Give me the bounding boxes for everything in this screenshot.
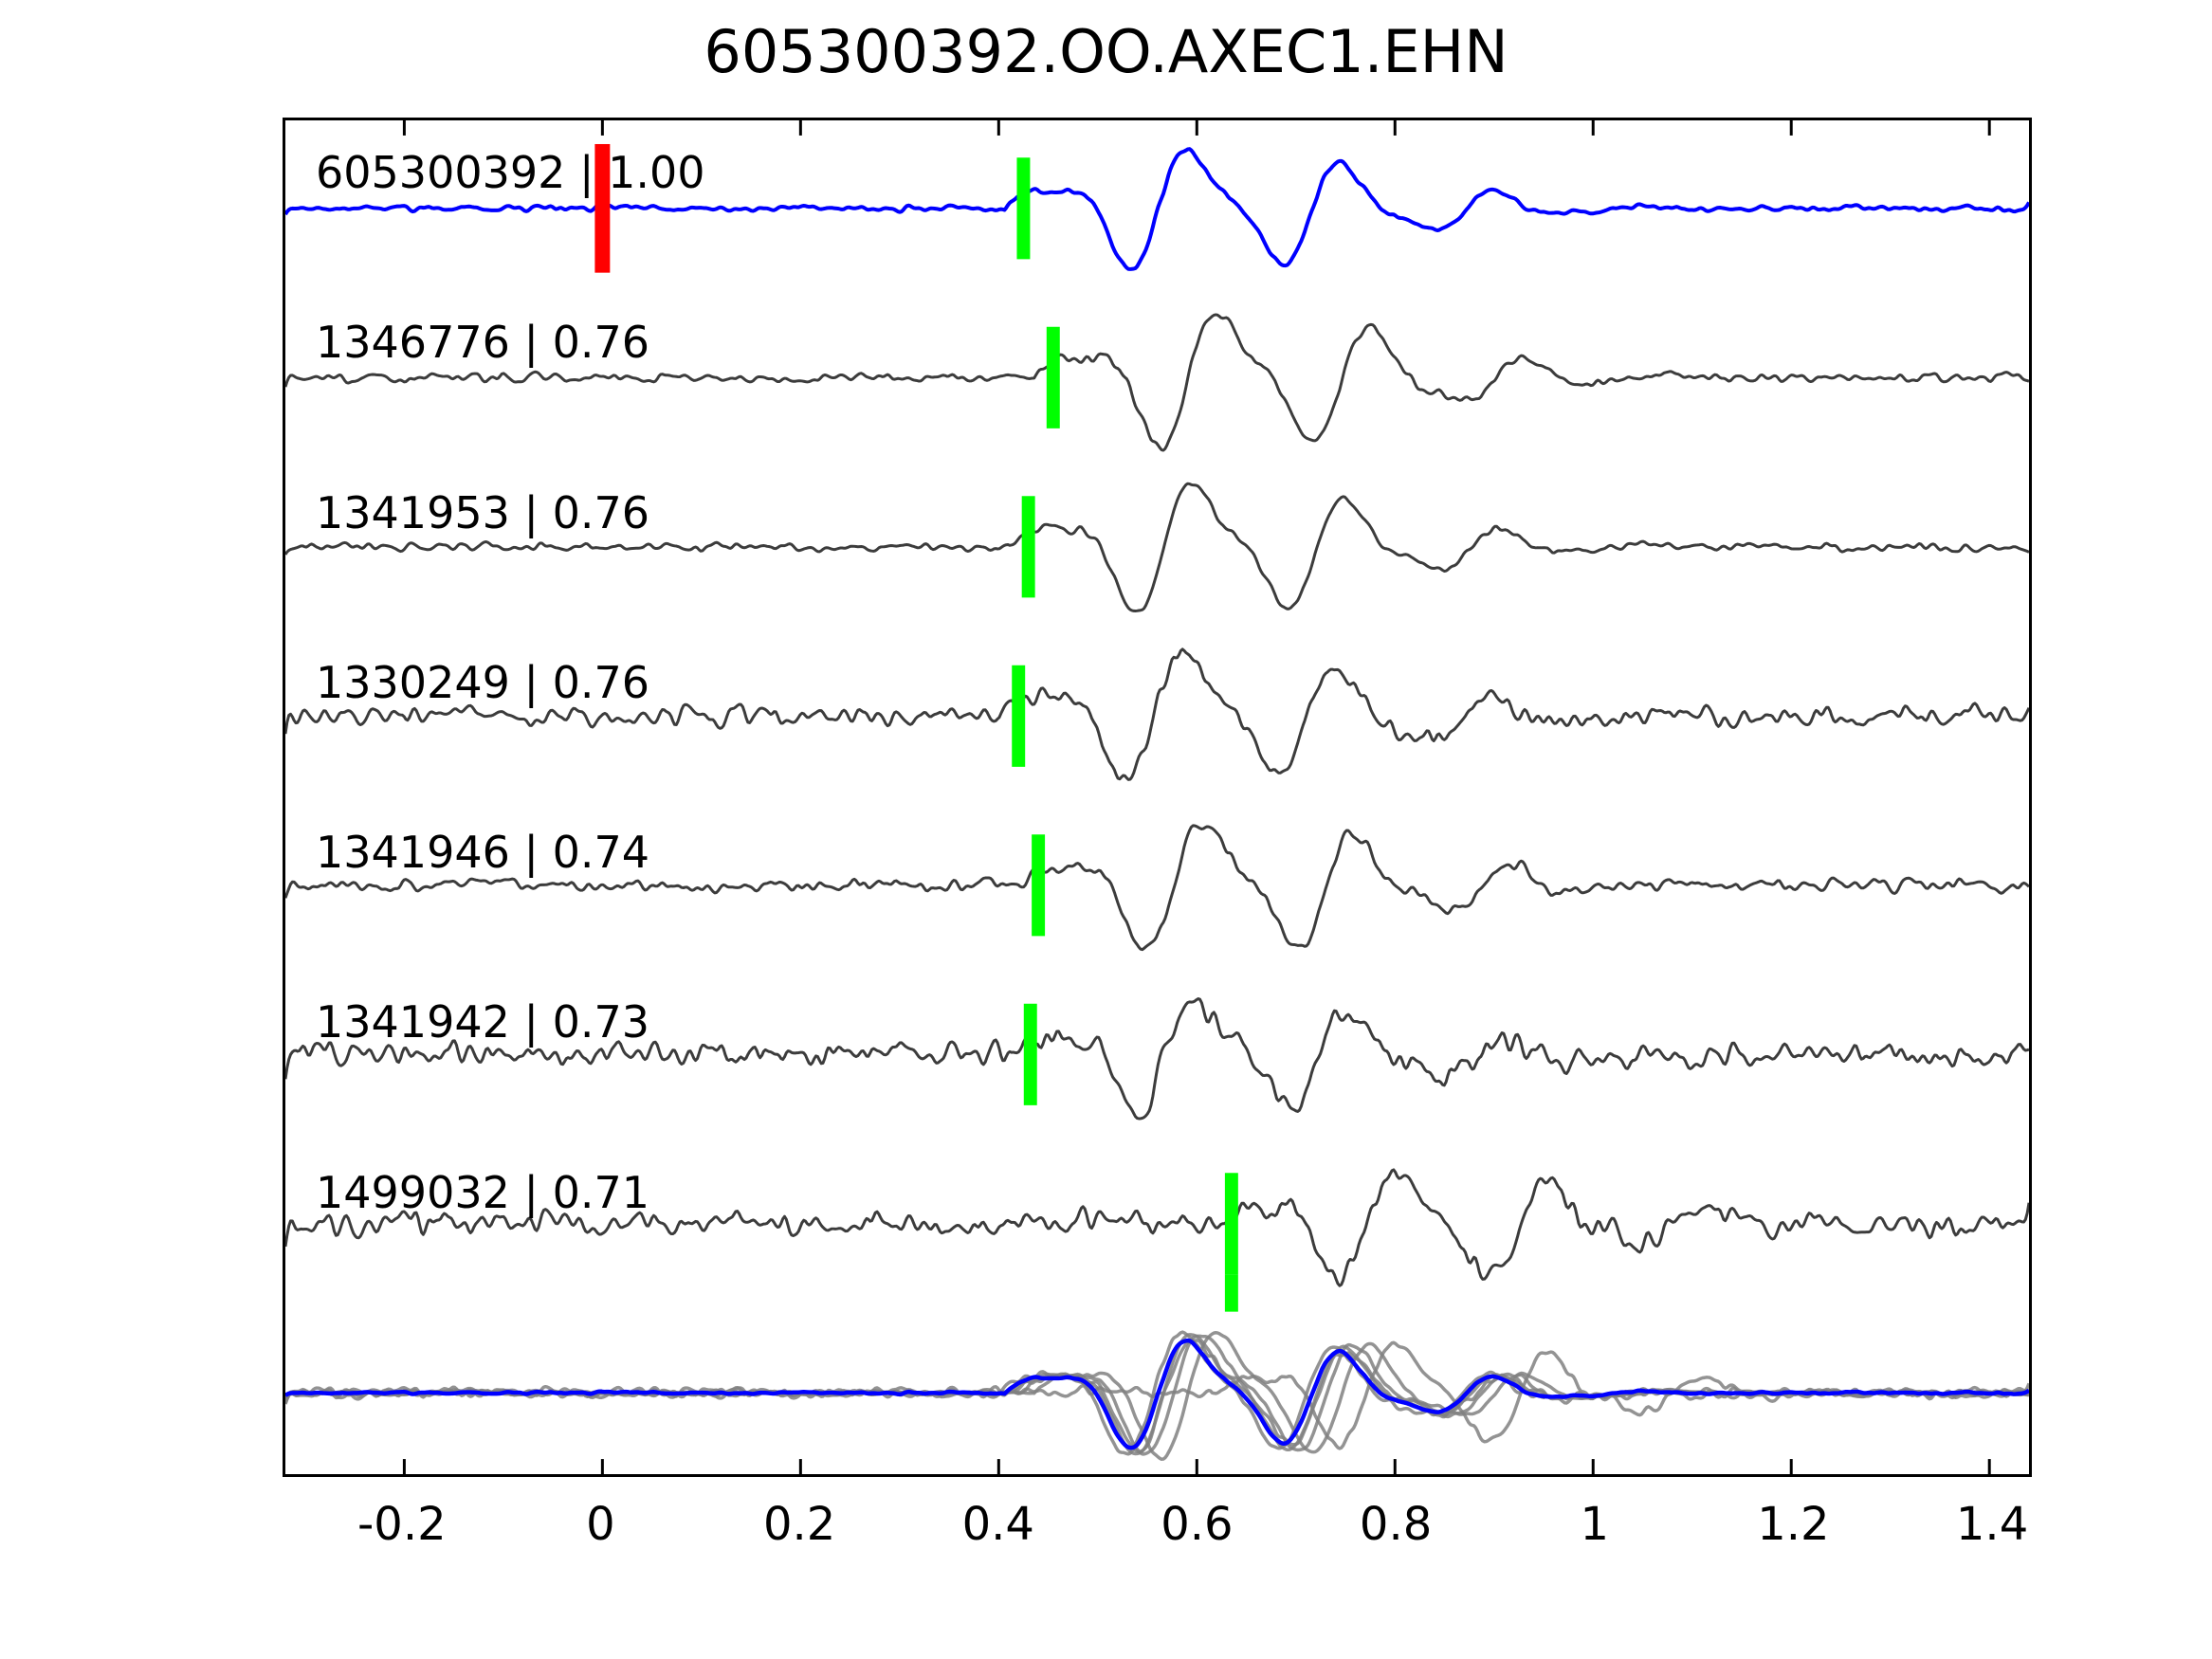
plot-axes-frame — [283, 118, 2032, 1477]
x-tick-label-5: 0.8 — [1359, 1498, 1433, 1551]
pick-marker-1341953 — [1021, 496, 1035, 598]
x-tick-label-8: 1.4 — [1955, 1498, 2029, 1551]
waveform-trace-1341953 — [285, 482, 2029, 613]
x-tick-label-6: 1 — [1580, 1498, 1610, 1551]
trace-label-1330249: 1330249 | 0.76 — [316, 656, 650, 708]
trace-label-1341942: 1341942 | 0.73 — [316, 996, 650, 1048]
pick-marker-1341946 — [1032, 834, 1046, 937]
waveform-trace-1341942 — [285, 997, 2029, 1121]
trace-label-1341946: 1341946 | 0.74 — [316, 827, 650, 879]
stack-trace-template — [285, 1338, 2029, 1450]
waveform-trace-1330249 — [285, 647, 2029, 781]
trace-label-1346776: 1346776 | 0.76 — [316, 317, 650, 369]
stack-trace-1330249 — [285, 1330, 2029, 1456]
pick-marker-1330249 — [1012, 665, 1026, 767]
pick-marker-605300392 — [1016, 157, 1031, 260]
pick-marker-overflow — [1224, 1274, 1238, 1312]
pick-marker-1346776 — [1046, 326, 1060, 428]
pick-marker-1341942 — [1023, 1003, 1037, 1105]
x-tick-label-2: 0.2 — [762, 1498, 836, 1551]
x-tick-label-1: 0 — [586, 1498, 615, 1551]
x-tick-label-4: 0.6 — [1161, 1498, 1234, 1551]
origin-marker-605300392 — [594, 143, 611, 273]
waveform-trace-1499032 — [285, 1168, 2029, 1287]
waveform-trace-605300392 — [285, 147, 2029, 271]
x-tick-label-7: 1.2 — [1757, 1498, 1830, 1551]
trace-label-605300392: 605300392 | 1.00 — [316, 147, 705, 199]
pick-marker-1499032 — [1224, 1173, 1238, 1275]
waveform-trace-1346776 — [285, 313, 2029, 452]
trace-label-1499032: 1499032 | 0.71 — [316, 1166, 650, 1218]
page-title: 605300392.OO.AXEC1.EHN — [704, 17, 1508, 86]
x-tick-label-3: 0.4 — [961, 1498, 1034, 1551]
waveform-plot — [285, 120, 2029, 1474]
x-tick-label-0: -0.2 — [356, 1498, 447, 1551]
trace-label-1341953: 1341953 | 0.76 — [316, 486, 650, 538]
waveform-trace-1341946 — [285, 824, 2029, 952]
